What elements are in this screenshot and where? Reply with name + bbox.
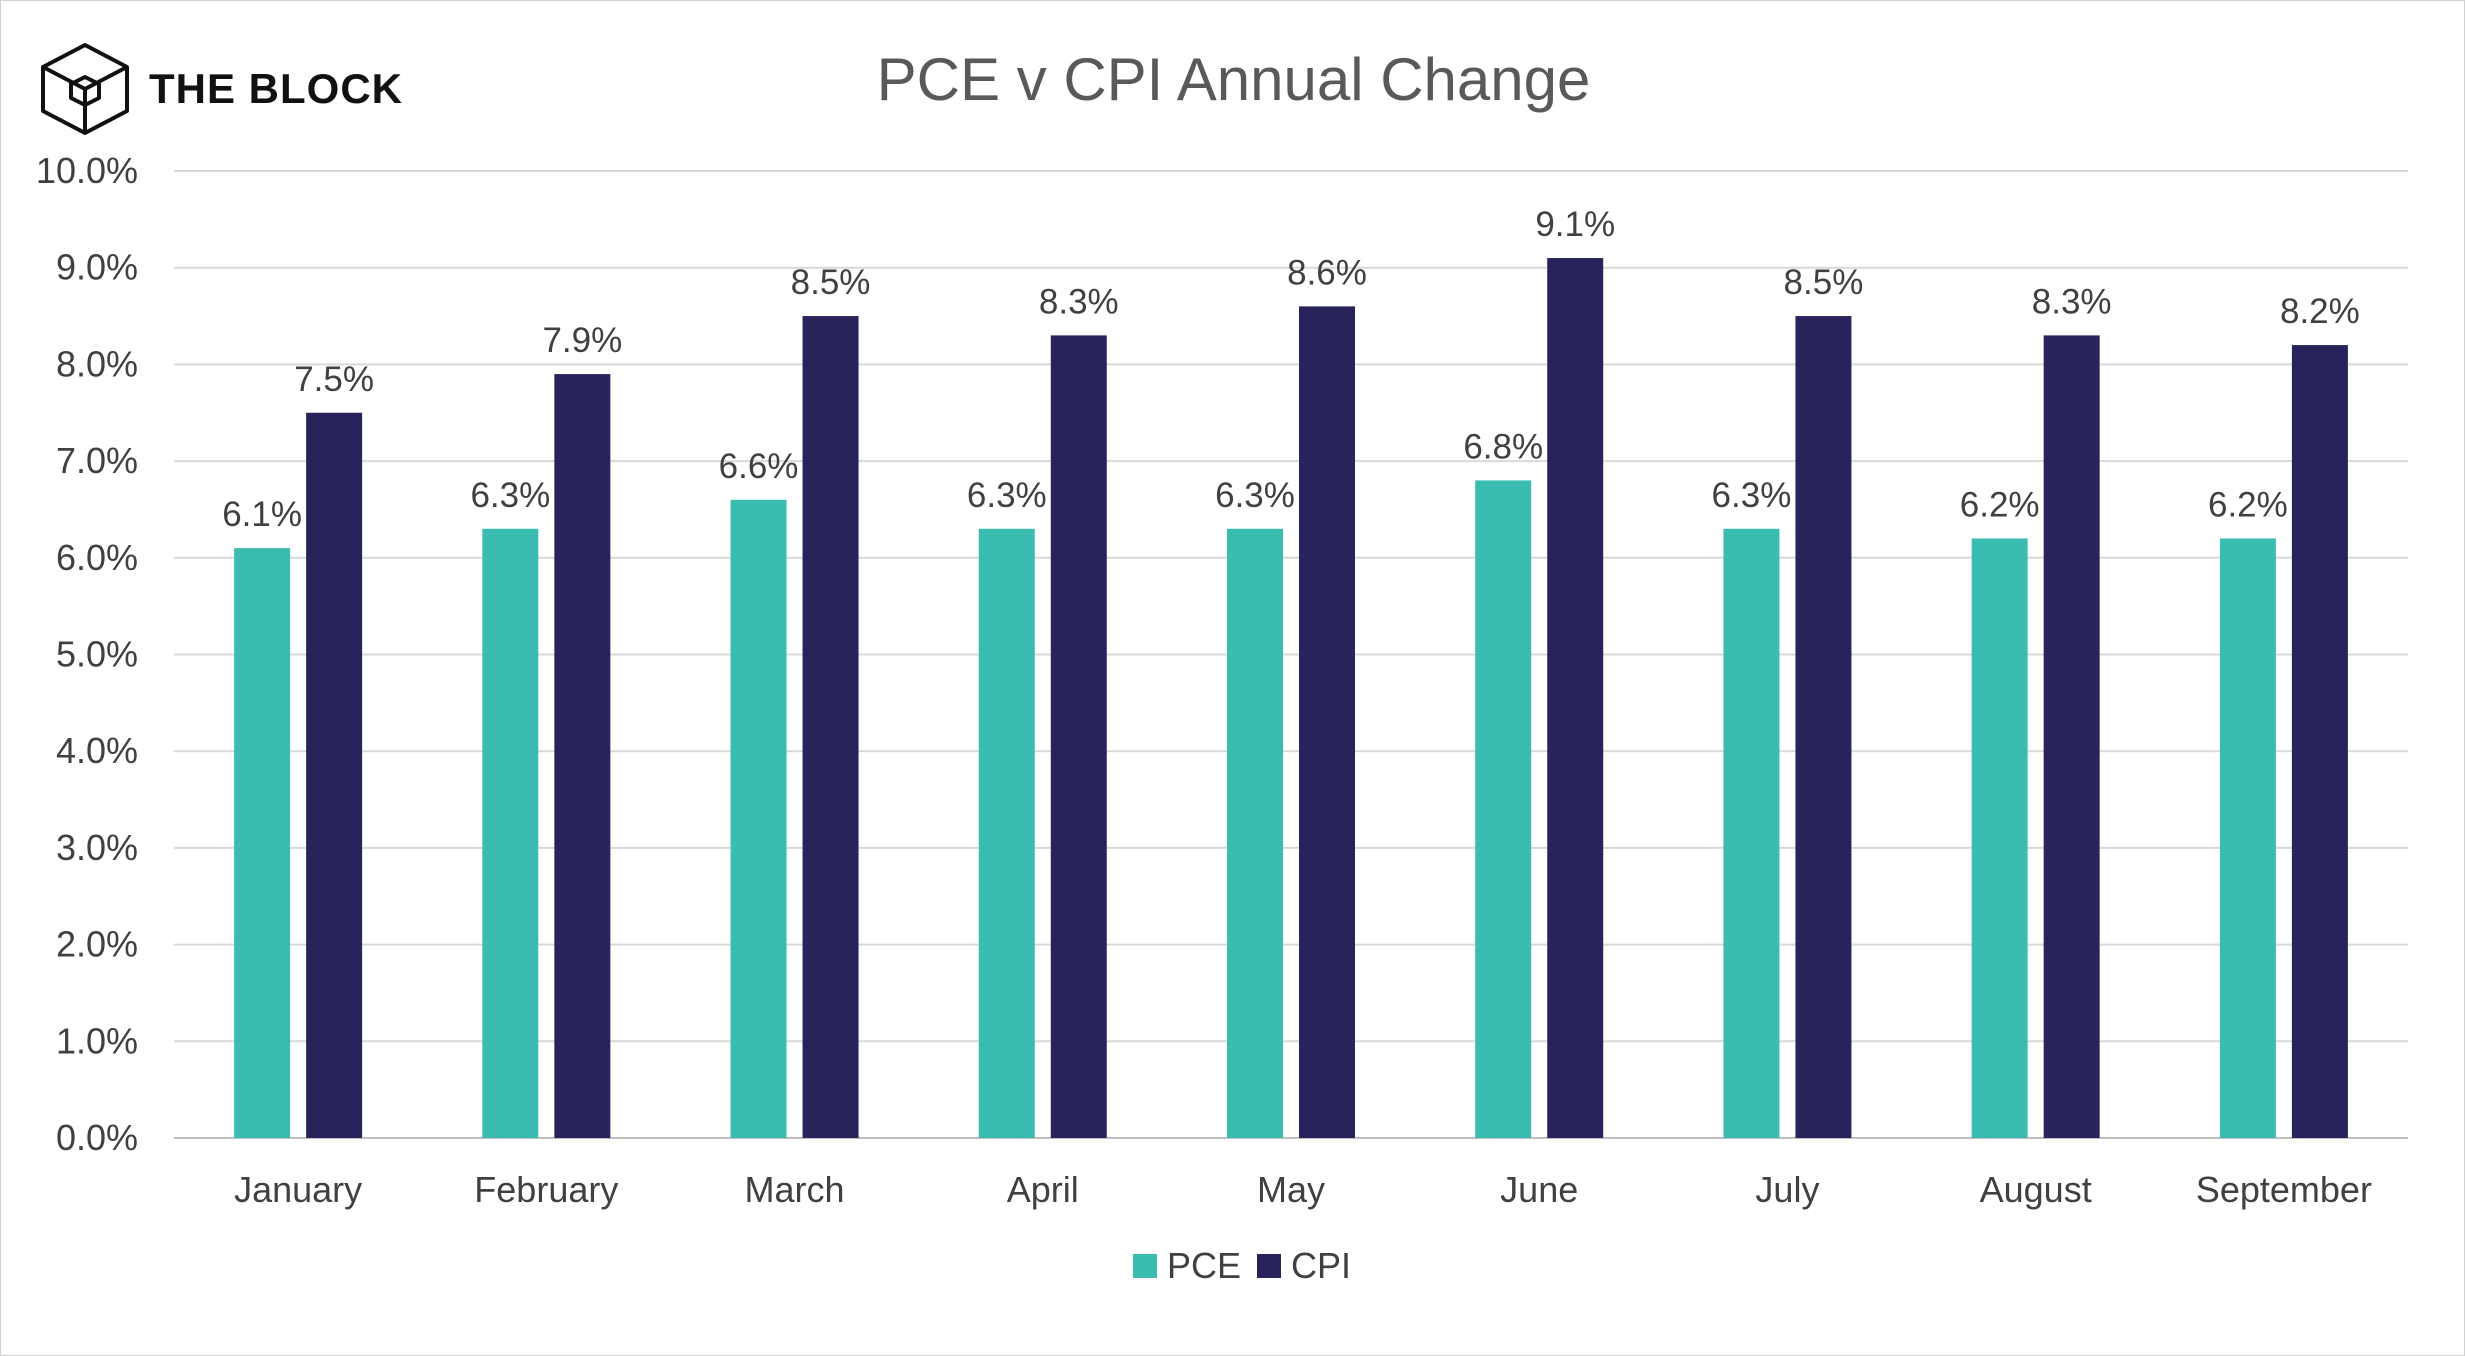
x-tick-label: June	[1500, 1169, 1578, 1210]
y-tick-label: 7.0%	[56, 440, 138, 481]
x-tick-label: March	[745, 1169, 845, 1210]
cpi-bar	[554, 374, 611, 1138]
y-tick-label: 0.0%	[56, 1117, 138, 1158]
x-tick-label: May	[1257, 1169, 1325, 1210]
pce-data-label: 6.3%	[1215, 476, 1295, 515]
y-tick-label: 4.0%	[56, 730, 138, 771]
cpi-bar	[1050, 335, 1107, 1138]
cpi-bar	[306, 412, 363, 1138]
legend-pce-label: PCE	[1167, 1245, 1241, 1286]
x-tick-label: July	[1755, 1169, 1819, 1210]
pce-bar	[482, 528, 539, 1138]
x-tick-label: April	[1007, 1169, 1079, 1210]
cpi-data-label: 9.1%	[1535, 205, 1615, 244]
pce-data-label: 6.8%	[1463, 427, 1543, 466]
x-tick-label: January	[234, 1169, 362, 1210]
cpi-data-label: 7.5%	[294, 360, 374, 399]
pce-data-label: 6.2%	[1960, 485, 2040, 524]
pce-bar	[1475, 480, 1532, 1138]
cpi-data-label: 8.5%	[791, 263, 871, 302]
y-tick-label: 1.0%	[56, 1020, 138, 1061]
cpi-data-label: 8.6%	[1287, 253, 1367, 292]
cpi-bar	[1547, 258, 1604, 1138]
cpi-data-label: 7.9%	[542, 321, 622, 360]
pce-bar	[1227, 528, 1283, 1138]
pce-bar	[978, 528, 1035, 1138]
cpi-data-label: 8.3%	[1039, 282, 1119, 321]
cpi-bar	[2291, 345, 2348, 1138]
y-tick-label: 5.0%	[56, 634, 138, 675]
y-tick-label: 3.0%	[56, 827, 138, 868]
x-tick-label: February	[474, 1169, 618, 1210]
cpi-data-label: 8.2%	[2280, 292, 2360, 331]
y-tick-label: 9.0%	[56, 247, 138, 288]
y-tick-label: 2.0%	[56, 924, 138, 965]
pce-bar	[1723, 528, 1780, 1138]
cpi-data-label: 8.5%	[1784, 263, 1864, 302]
pce-data-label: 6.3%	[1712, 476, 1792, 515]
pce-data-label: 6.6%	[719, 447, 799, 486]
pce-bar	[2219, 538, 2276, 1138]
pce-bar	[730, 499, 787, 1138]
cpi-bar	[1795, 316, 1852, 1138]
x-tick-label: September	[2196, 1169, 2372, 1210]
pce-data-label: 6.3%	[967, 476, 1047, 515]
pce-data-label: 6.1%	[222, 495, 302, 534]
y-tick-label: 8.0%	[56, 343, 138, 384]
chart-title: PCE v CPI Annual Change	[876, 46, 1591, 113]
cpi-bar	[1299, 306, 1355, 1138]
x-tick-label: August	[1980, 1169, 2092, 1210]
pce-data-label: 6.3%	[470, 476, 550, 515]
pce-data-label: 6.2%	[2208, 485, 2288, 524]
y-tick-label: 6.0%	[56, 537, 138, 578]
pce-bar	[234, 548, 291, 1138]
cpi-data-label: 8.3%	[2032, 282, 2112, 321]
cpi-bar	[2043, 335, 2100, 1138]
legend-cpi-label: CPI	[1291, 1245, 1351, 1286]
logo-text: THE BLOCK	[149, 65, 403, 112]
the-block-logo: THE BLOCK	[37, 41, 402, 141]
cpi-bar	[802, 316, 859, 1138]
cube-logo-icon	[41, 43, 129, 135]
pce-bar	[1971, 538, 2028, 1138]
y-tick-label: 10.0%	[36, 150, 138, 191]
legend-cpi-swatch	[1257, 1254, 1281, 1278]
legend-pce-swatch	[1133, 1254, 1157, 1278]
